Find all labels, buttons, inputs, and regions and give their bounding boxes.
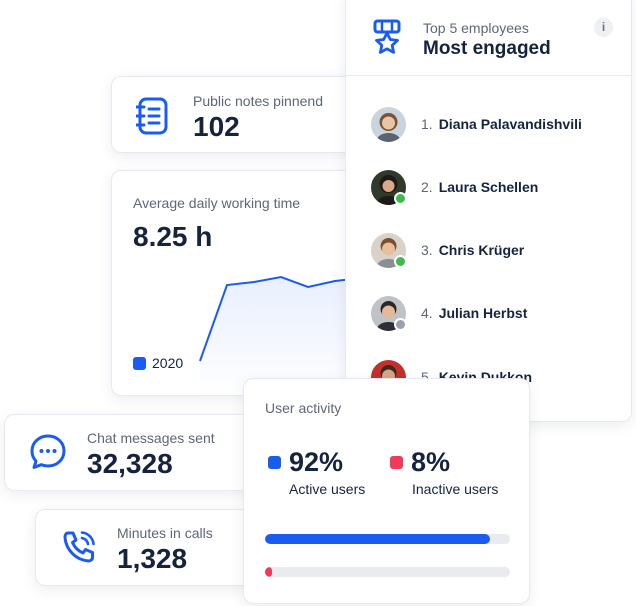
chat-label: Chat messages sent bbox=[87, 430, 215, 446]
panel-title: Most engaged bbox=[423, 38, 551, 59]
employee-name: Chris Krüger bbox=[438, 242, 525, 258]
active-progress-fill bbox=[265, 534, 491, 544]
legend-label: 2020 bbox=[152, 355, 184, 371]
avatar bbox=[371, 232, 407, 268]
employee-rank: 2. bbox=[421, 179, 433, 195]
working-time-line bbox=[199, 275, 360, 362]
active-progress-bar bbox=[265, 534, 510, 544]
user-activity-label: User activity bbox=[265, 400, 342, 416]
working-time-value: 8.25 h bbox=[133, 221, 213, 252]
public-notes-card: Public notes pinnend 102 bbox=[111, 76, 361, 153]
working-time-card: Average daily working time 8.25 h 2020 bbox=[111, 170, 361, 396]
legend-swatch bbox=[133, 356, 146, 370]
minutes-in-calls-card: Minutes in calls 1,328 bbox=[35, 509, 255, 586]
offline-status-dot bbox=[394, 317, 407, 331]
employee-name: Julian Herbst bbox=[438, 305, 528, 321]
working-time-label: Average daily working time bbox=[133, 195, 301, 211]
inactive-users-stat: 8% Inactive users bbox=[390, 447, 498, 497]
notes-label: Public notes pinnend bbox=[193, 93, 323, 109]
calls-value: 1,328 bbox=[117, 543, 188, 574]
active-users-stat: 92% Active users bbox=[268, 447, 365, 497]
active-caption: Active users bbox=[289, 481, 366, 497]
employee-rank: 3. bbox=[421, 242, 433, 258]
panel-subtitle: Top 5 employees bbox=[423, 20, 529, 36]
chat-value: 32,328 bbox=[87, 448, 173, 479]
active-swatch bbox=[268, 456, 281, 469]
working-time-area bbox=[200, 277, 360, 395]
chat-messages-card: Chat messages sent 32,328 bbox=[4, 414, 254, 491]
employee-row[interactable]: 2. Laura Schellen bbox=[371, 169, 538, 205]
employee-row[interactable]: 4. Julian Herbst bbox=[371, 295, 527, 331]
active-percent: 92% bbox=[289, 447, 344, 477]
phone-icon bbox=[63, 531, 95, 563]
notes-value: 102 bbox=[193, 111, 240, 142]
employee-row[interactable]: 1. Diana Palavandishvili bbox=[371, 106, 582, 142]
notes-icon bbox=[136, 97, 168, 135]
trophy-icon bbox=[373, 19, 401, 54]
inactive-progress-fill bbox=[265, 567, 273, 577]
inactive-swatch bbox=[390, 456, 403, 469]
employee-rank: 1. bbox=[421, 116, 433, 132]
employee-rank: 5. bbox=[421, 369, 433, 385]
calls-label: Minutes in calls bbox=[117, 525, 213, 541]
chart-legend: 2020 bbox=[133, 355, 183, 371]
working-time-chart bbox=[199, 275, 360, 395]
online-status-dot bbox=[394, 191, 407, 205]
info-icon[interactable]: i bbox=[594, 18, 613, 37]
avatar bbox=[371, 106, 406, 142]
chat-icon bbox=[30, 434, 66, 469]
employee-row[interactable]: 3. Chris Krüger bbox=[371, 232, 524, 268]
user-activity-card: User activity 92% Active users 8% Inacti… bbox=[243, 378, 530, 604]
panel-divider bbox=[346, 75, 631, 76]
employee-name: Diana Palavandishvili bbox=[438, 116, 582, 132]
online-status-dot bbox=[394, 254, 407, 268]
inactive-caption: Inactive users bbox=[412, 481, 499, 497]
top-employees-panel: Top 5 employees Most engaged i 1. Diana … bbox=[345, 0, 632, 422]
employee-name: Laura Schellen bbox=[438, 179, 539, 195]
inactive-progress-bar bbox=[265, 567, 510, 577]
avatar bbox=[371, 169, 407, 205]
inactive-percent: 8% bbox=[411, 447, 451, 477]
avatar bbox=[371, 295, 407, 331]
employee-rank: 4. bbox=[421, 305, 433, 321]
